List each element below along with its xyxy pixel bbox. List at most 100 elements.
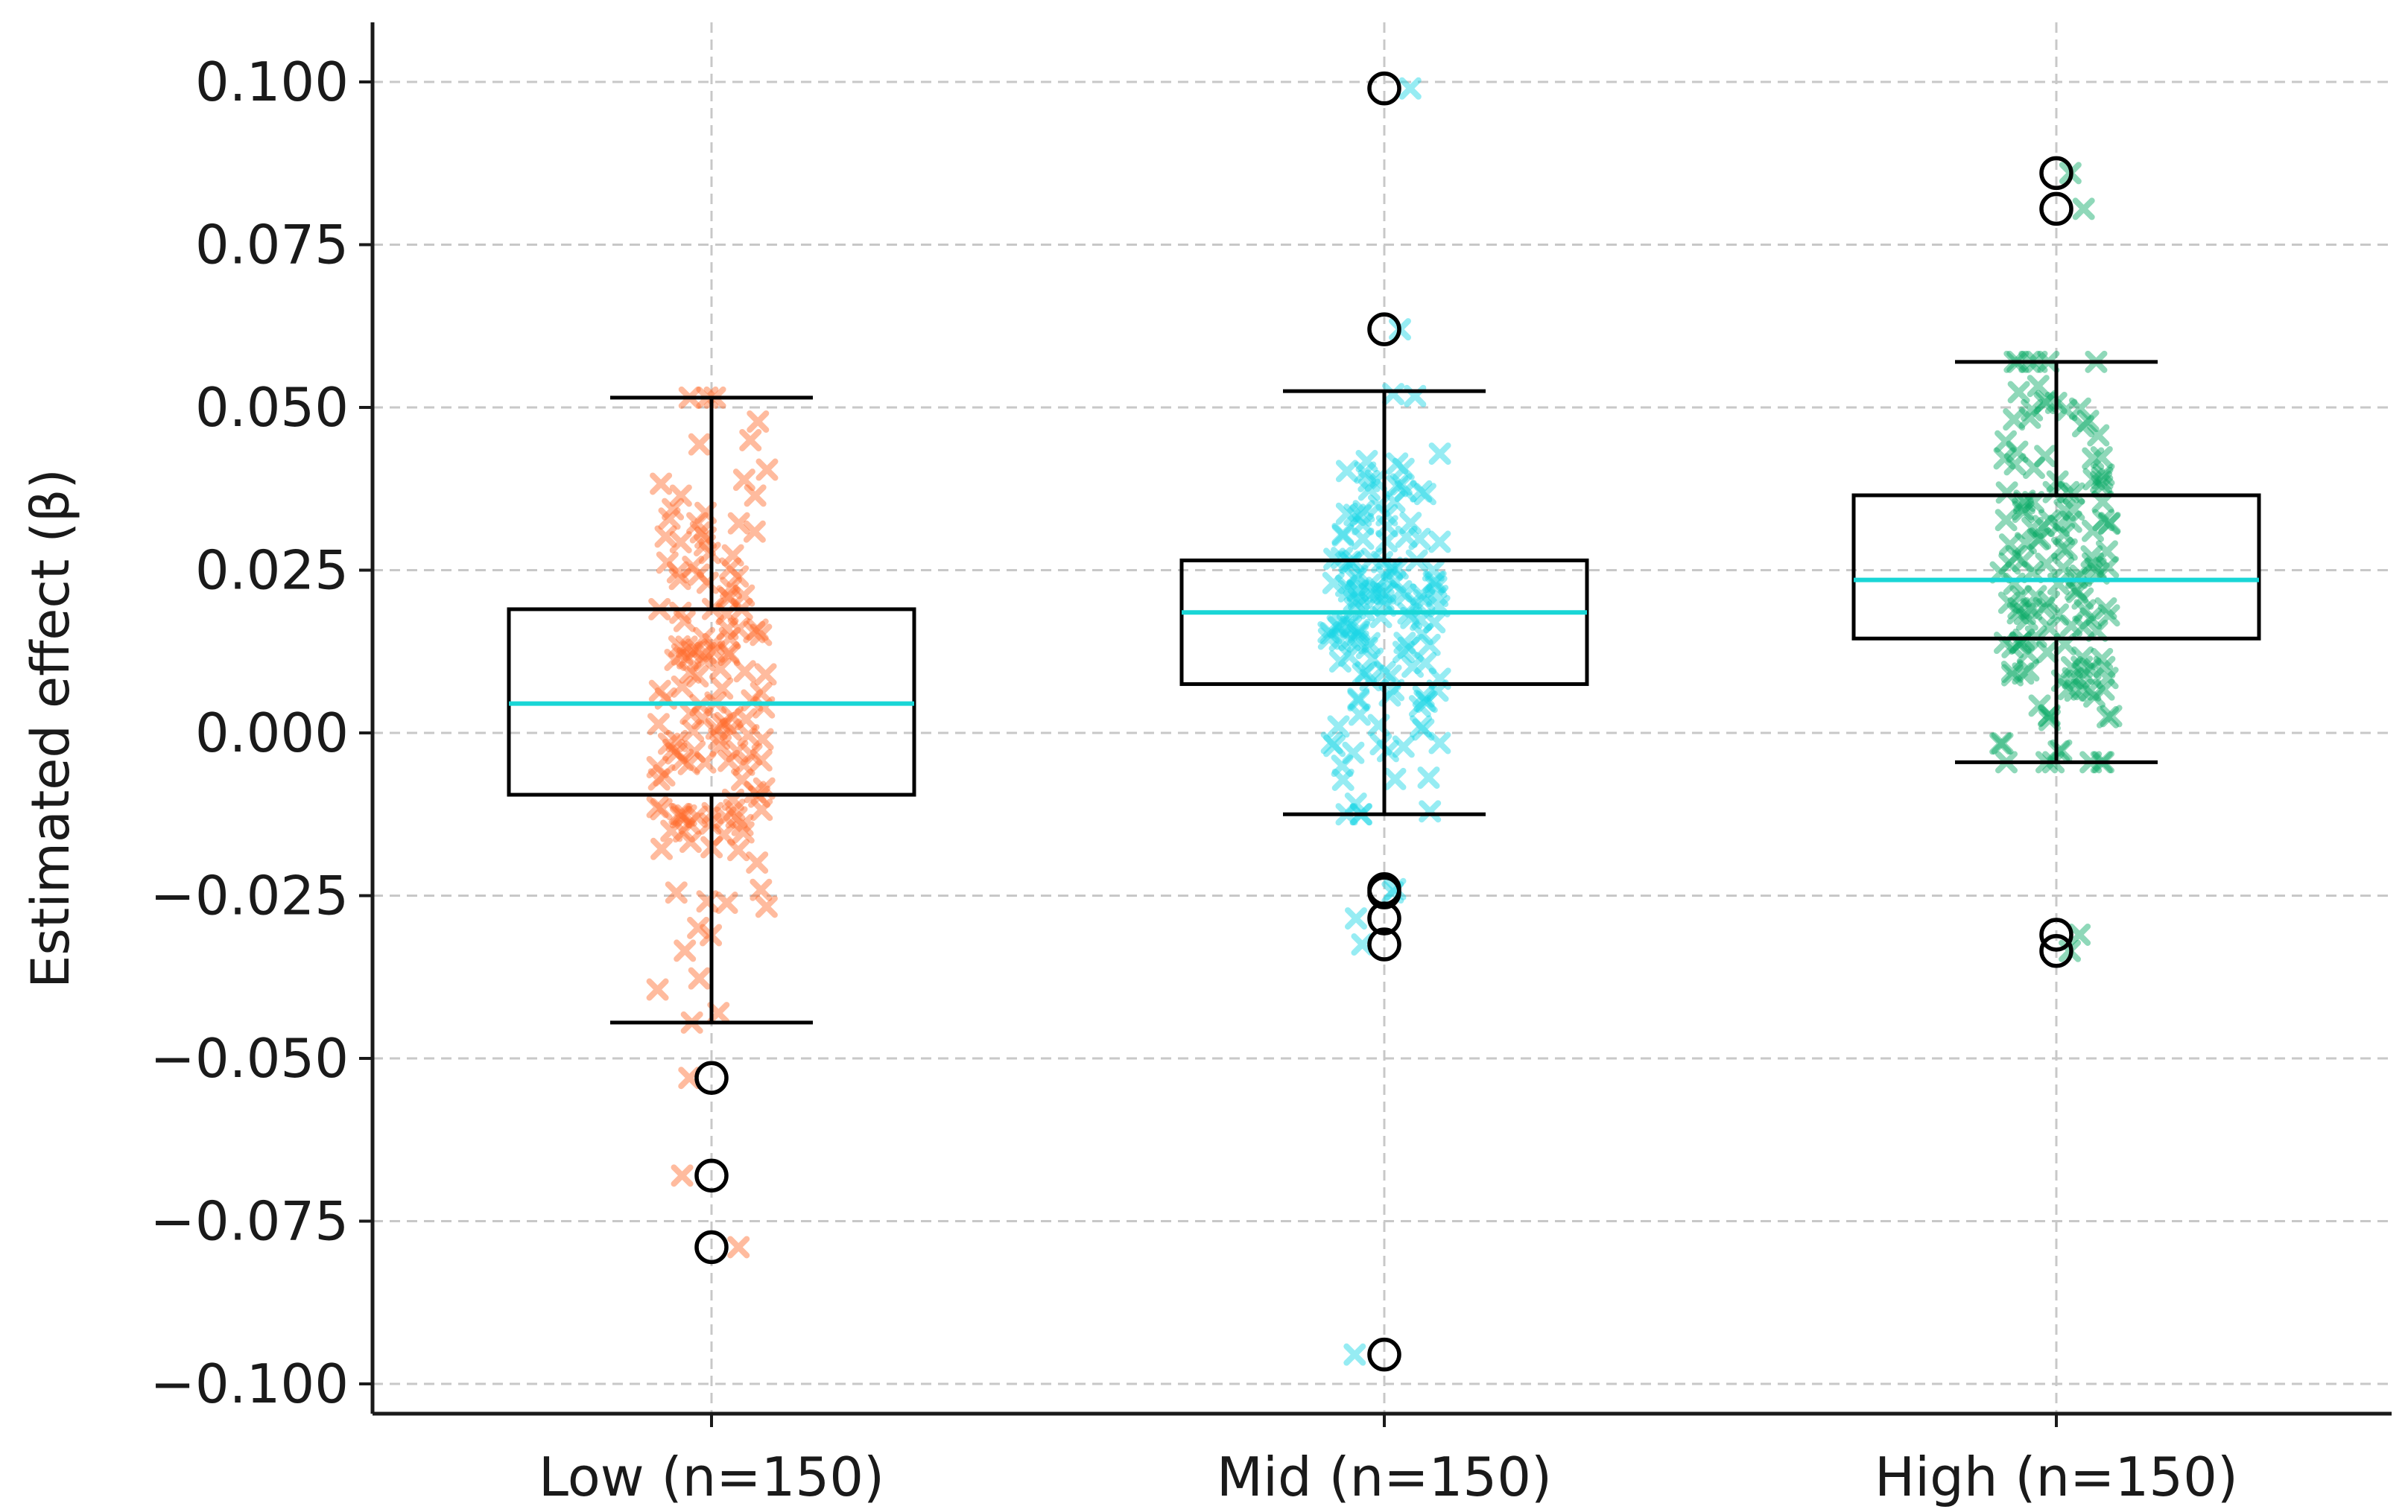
jitter-point bbox=[2057, 678, 2080, 701]
jitter-point bbox=[1404, 592, 1428, 615]
jitter-point bbox=[1418, 633, 1441, 656]
jitter-point bbox=[746, 618, 769, 641]
jitter-point bbox=[671, 749, 694, 772]
jitter-point bbox=[1364, 582, 1387, 606]
jitter-point bbox=[1327, 616, 1350, 639]
jitter-point bbox=[709, 657, 732, 680]
jitter-point bbox=[717, 641, 740, 664]
jitter-point bbox=[678, 1067, 701, 1090]
jitter-point bbox=[744, 484, 767, 507]
jitter-point bbox=[666, 561, 689, 584]
jitter-point bbox=[1334, 574, 1357, 597]
jitter-point bbox=[2014, 532, 2037, 555]
jitter-point bbox=[2071, 646, 2094, 669]
jitter-point bbox=[2081, 519, 2104, 542]
jitter-point bbox=[2055, 398, 2078, 422]
jitter-point bbox=[2068, 923, 2091, 946]
jitter-point bbox=[1335, 502, 1358, 525]
jitter-point bbox=[669, 530, 692, 553]
jitter-point bbox=[1413, 589, 1436, 612]
jitter-point bbox=[1422, 559, 1445, 582]
outlier-marker bbox=[1367, 875, 1401, 909]
jitter-point bbox=[2005, 544, 2028, 568]
jitter-point bbox=[1323, 734, 1346, 757]
jitter-point bbox=[1392, 641, 1415, 664]
jitter-point bbox=[2001, 635, 2024, 658]
jitter-point bbox=[1352, 512, 1375, 536]
jitter-point bbox=[2003, 453, 2027, 476]
jitter-point bbox=[1428, 530, 1451, 553]
jitter-point bbox=[2057, 480, 2080, 504]
jitter-point bbox=[1358, 632, 1381, 655]
jitter-point bbox=[2097, 556, 2120, 579]
jitter-point bbox=[647, 713, 670, 736]
jitter-point bbox=[688, 563, 711, 586]
jitter-point bbox=[2047, 740, 2070, 763]
jitter-point bbox=[747, 410, 770, 433]
jitter-point bbox=[2084, 557, 2107, 580]
jitter-point bbox=[2100, 705, 2123, 728]
jitter-point bbox=[2001, 664, 2024, 687]
jitter-point bbox=[2012, 501, 2035, 524]
jitter-point bbox=[1346, 565, 1369, 588]
jitter-point bbox=[1348, 703, 1371, 726]
jitter-point bbox=[750, 749, 773, 772]
jitter-point bbox=[653, 764, 676, 787]
jitter-point bbox=[675, 635, 698, 658]
jitter-point bbox=[2072, 615, 2095, 638]
jitter-point bbox=[2036, 641, 2059, 664]
jitter-point bbox=[2091, 647, 2114, 670]
jitter-point bbox=[2076, 410, 2100, 433]
jitter-point bbox=[2090, 445, 2113, 468]
jitter-point bbox=[723, 798, 746, 822]
jitter-point bbox=[1335, 460, 1358, 483]
jitter-point bbox=[1384, 571, 1407, 594]
jitter-point bbox=[664, 648, 687, 671]
jitter-point bbox=[2034, 445, 2057, 468]
outlier-marker bbox=[1367, 901, 1401, 936]
jitter-point bbox=[1390, 579, 1413, 603]
jitter-point bbox=[2027, 375, 2050, 398]
jitter-point bbox=[702, 632, 725, 655]
jitter-point bbox=[669, 601, 692, 624]
jitter-point bbox=[2038, 616, 2061, 639]
jitter-point bbox=[1412, 718, 1435, 741]
jitter-point bbox=[712, 823, 735, 846]
jitter-point bbox=[2092, 509, 2115, 532]
jitter-point bbox=[1372, 589, 1395, 612]
jitter-point bbox=[2080, 545, 2103, 568]
jitter-point bbox=[725, 806, 748, 829]
jitter-point bbox=[688, 967, 711, 990]
jitter-point bbox=[732, 468, 755, 492]
jitter-point bbox=[2006, 602, 2030, 625]
jitter-point bbox=[1357, 478, 1381, 501]
jitter-point bbox=[2013, 603, 2036, 626]
jitter-point bbox=[668, 568, 691, 591]
jitter-point bbox=[1383, 490, 1406, 513]
jitter-point bbox=[1425, 575, 1448, 598]
jitter-point bbox=[1337, 579, 1360, 603]
y-tick-label: 0.100 bbox=[195, 51, 349, 113]
jitter-point bbox=[2003, 408, 2026, 431]
jitter-point bbox=[1390, 473, 1413, 496]
jitter-point bbox=[1326, 614, 1349, 638]
jitter-point bbox=[732, 821, 755, 844]
jitter-point bbox=[1417, 766, 1440, 790]
jitter-point bbox=[2093, 655, 2116, 679]
jitter-point bbox=[2009, 585, 2032, 608]
jitter-point bbox=[2055, 538, 2078, 561]
jitter-point bbox=[2022, 457, 2045, 480]
jitter-point bbox=[665, 742, 688, 765]
jitter-point bbox=[1331, 547, 1354, 570]
jitter-point bbox=[1426, 585, 1449, 608]
jitter-point bbox=[1346, 623, 1369, 647]
jitter-point bbox=[682, 720, 705, 743]
jitter-point bbox=[1347, 689, 1370, 712]
jitter-point bbox=[2038, 591, 2061, 614]
jitter-point bbox=[1355, 637, 1378, 660]
jitter-point bbox=[2038, 509, 2061, 532]
jitter-point bbox=[720, 576, 743, 600]
jitter-point bbox=[1355, 450, 1378, 473]
jitter-point bbox=[1424, 571, 1447, 594]
jitter-point bbox=[673, 609, 696, 632]
